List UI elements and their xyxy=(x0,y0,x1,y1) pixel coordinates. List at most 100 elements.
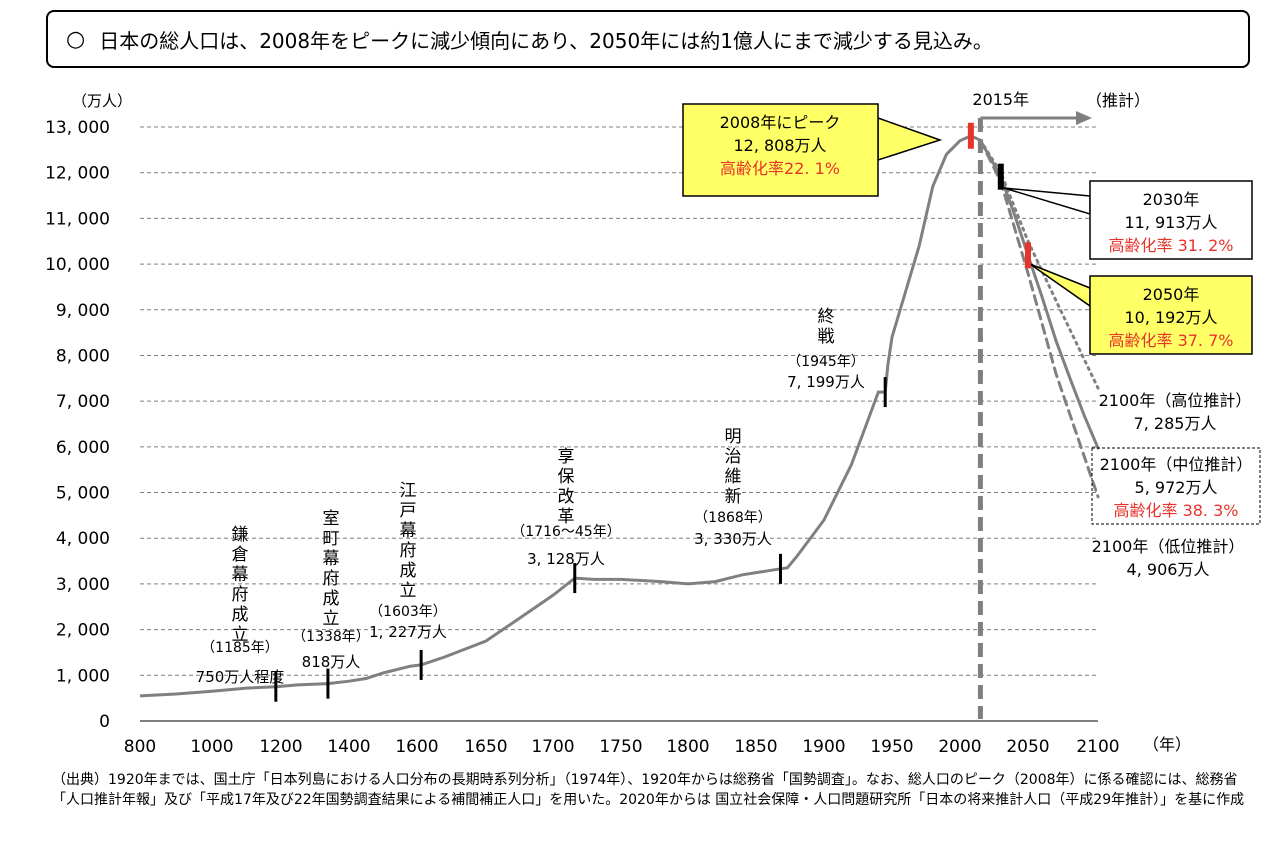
x-tick-label: 1700 xyxy=(531,737,574,757)
era-year-label: （1338年） xyxy=(292,629,370,645)
projection-high-value: 7, 285万人 xyxy=(1134,414,1217,433)
era-population-label: 7, 199万人 xyxy=(787,373,865,391)
projection-label: （推計） xyxy=(1086,91,1150,110)
era-label-char: 立 xyxy=(323,609,340,629)
population-line xyxy=(139,134,982,698)
callout-line1: 2050年 xyxy=(1143,285,1200,304)
projection-low-label: 2100年（低位推計） xyxy=(1092,537,1245,556)
projection-medium-value: 5, 972万人 xyxy=(1135,478,1218,497)
era-label-char: 終 xyxy=(818,307,835,327)
era-label-char: 幕 xyxy=(323,549,340,569)
source-note: （出典）1920年までは、国土庁「日本列島における人口分布の長期時系列分析」（1… xyxy=(52,772,1245,808)
callout-pointer xyxy=(1029,263,1091,308)
callout-line1: 2030年 xyxy=(1143,190,1200,209)
callout-pointer xyxy=(1003,187,1091,216)
era-label-char: 倉 xyxy=(232,545,249,565)
era-label-char: 立 xyxy=(400,581,417,601)
x-tick-label: 1800 xyxy=(666,737,709,757)
projection-line-low xyxy=(978,138,1100,499)
callout-line1: 2008年にピーク xyxy=(720,113,841,132)
y-tick-label: 10, 000 xyxy=(45,255,110,275)
projection-high-label: 2100年（高位推計） xyxy=(1099,391,1252,410)
era-year-label: （1945年） xyxy=(787,354,865,370)
era-label-char: 戦 xyxy=(818,327,835,347)
callout-line3: 高齢化率 31. 2% xyxy=(1108,236,1233,255)
era-label-char: 享 xyxy=(558,447,575,467)
era-year-label: （1868年） xyxy=(694,510,772,526)
x-tick-label: 1400 xyxy=(327,737,370,757)
projection-medium-aging: 高齢化率 38. 3% xyxy=(1113,501,1238,520)
era-label-char: 室 xyxy=(323,509,340,529)
callout-line2: 10, 192万人 xyxy=(1124,308,1217,327)
era-label-char: 町 xyxy=(323,529,340,549)
projection-line-high xyxy=(978,138,1100,390)
era-label-char: 戸 xyxy=(400,501,417,521)
y-tick-label: 1, 000 xyxy=(56,666,110,686)
era-label-char: 成 xyxy=(400,561,417,581)
x-tick-label: 1900 xyxy=(802,737,845,757)
y-tick-label: 8, 000 xyxy=(56,346,110,366)
era-population-label: 818万人 xyxy=(302,653,361,671)
summary-text: 日本の総人口は、2008年をピークに減少傾向にあり、2050年には約1億人にまで… xyxy=(99,28,993,53)
era-label-char: 府 xyxy=(400,541,417,561)
era-year-label: （1185年） xyxy=(201,640,279,656)
y-tick-label: 9, 000 xyxy=(56,301,110,321)
x-tick-label: 1650 xyxy=(464,737,507,757)
callout-line3: 高齢化率 37. 7% xyxy=(1108,331,1233,350)
y-tick-label: 3, 000 xyxy=(56,575,110,595)
era-label-char: 治 xyxy=(725,447,742,467)
era-label-char: 幕 xyxy=(400,521,417,541)
callout-box-peak xyxy=(682,103,879,197)
x-tick-label: 1850 xyxy=(734,737,777,757)
projection-medium-label: 2100年（中位推計） xyxy=(1100,455,1253,474)
boundary-label: 2015年 xyxy=(972,90,1029,109)
era-label-char: 府 xyxy=(323,569,340,589)
era-label-char: 革 xyxy=(558,507,575,527)
x-tick-label: 2000 xyxy=(938,737,981,757)
era-population-label: 3, 128万人 xyxy=(527,550,605,568)
projection-medium-box xyxy=(1091,447,1261,525)
y-tick-label: 12, 000 xyxy=(45,164,110,184)
era-population-label: 1, 227万人 xyxy=(369,623,447,641)
era-year-label: （1603年） xyxy=(369,604,447,620)
x-tick-label: 1000 xyxy=(190,737,233,757)
era-label-char: 改 xyxy=(558,487,575,507)
callout-box-y2030 xyxy=(1089,180,1253,260)
x-tick-label: 1200 xyxy=(259,737,302,757)
x-tick-label: 1750 xyxy=(599,737,642,757)
era-label-char: 明 xyxy=(725,427,742,447)
summary-header-box: ○ 日本の総人口は、2008年をピークに減少傾向にあり、2050年には約1億人に… xyxy=(46,10,1250,68)
x-tick-label: 1950 xyxy=(870,737,913,757)
era-year-label: （1716～45年） xyxy=(511,524,620,540)
projection-arrow-head xyxy=(1076,111,1092,125)
callout-line2: 11, 913万人 xyxy=(1124,213,1217,232)
y-tick-label: 11, 000 xyxy=(45,209,110,229)
x-tick-label: 1600 xyxy=(395,737,438,757)
y-tick-label: 2, 000 xyxy=(56,621,110,641)
callout-pointer xyxy=(877,116,943,162)
callout-box-y2050 xyxy=(1089,275,1253,355)
era-label-char: 成 xyxy=(323,589,340,609)
x-tick-label: 800 xyxy=(124,737,156,757)
callout-line2: 12, 808万人 xyxy=(733,136,826,155)
era-label-char: 江 xyxy=(400,481,417,501)
y-axis-label: （万人） xyxy=(72,92,132,110)
y-tick-label: 13, 000 xyxy=(45,118,110,138)
projection-line-medium xyxy=(978,138,1100,450)
era-label-char: 立 xyxy=(232,625,249,645)
y-tick-label: 4, 000 xyxy=(56,529,110,549)
y-tick-label: 7, 000 xyxy=(56,392,110,412)
x-tick-label: 2100 xyxy=(1076,737,1119,757)
projection-low-value: 4, 906万人 xyxy=(1127,560,1210,579)
era-label-char: 鎌 xyxy=(232,525,249,545)
x-tick-label: 2050 xyxy=(1006,737,1049,757)
era-population-label: 750万人程度 xyxy=(196,668,285,686)
era-label-char: 幕 xyxy=(232,565,249,585)
era-label-char: 成 xyxy=(232,605,249,625)
era-label-char: 新 xyxy=(725,487,742,507)
era-label-char: 維 xyxy=(725,467,742,487)
circle-bullet-icon: ○ xyxy=(66,26,86,52)
era-population-label: 3, 330万人 xyxy=(694,530,772,548)
era-label-char: 府 xyxy=(232,585,249,605)
